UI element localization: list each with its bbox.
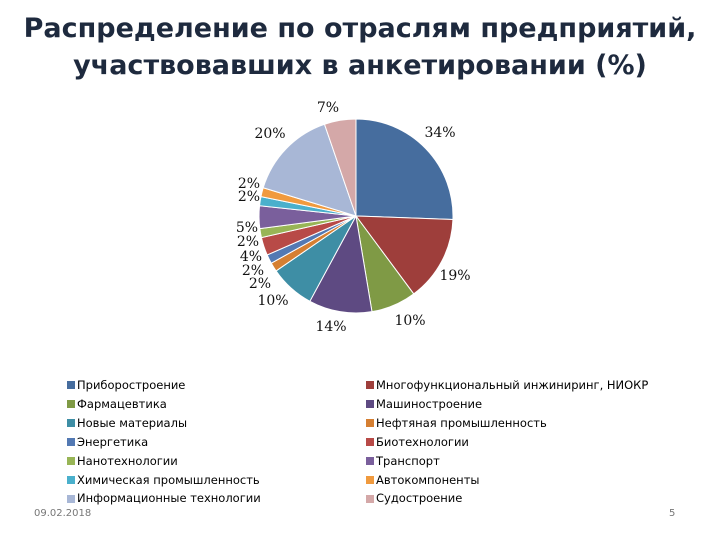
legend-item: Химическая промышленность xyxy=(67,471,261,490)
legend-label: Новые материалы xyxy=(77,415,188,430)
slice-value-label: 10% xyxy=(394,313,425,329)
slice-value-label: 2% xyxy=(249,276,271,292)
legend-item: Автокомпоненты xyxy=(366,471,648,490)
slice-value-label: 2% xyxy=(237,234,259,250)
legend-item: Энергетика xyxy=(67,433,261,452)
legend-item: Новые материалы xyxy=(67,414,261,433)
legend-label: Фармацевтика xyxy=(77,396,167,411)
legend-swatch xyxy=(67,400,75,409)
slice-value-label: 20% xyxy=(254,126,285,142)
slide-title: Распределение по отраслям предприятий, у… xyxy=(0,10,720,84)
slice-value-label: 2% xyxy=(238,189,260,205)
legend-label: Нанотехнологии xyxy=(77,453,178,468)
legend-swatch xyxy=(366,494,374,503)
legend-item: Нанотехнологии xyxy=(67,452,261,471)
pie-slice xyxy=(262,123,357,217)
legend-label: Транспорт xyxy=(376,453,440,468)
legend-label: Приборостроение xyxy=(77,378,186,392)
legend-label: Информационные технологии xyxy=(77,491,261,506)
slice-value-label: 7% xyxy=(317,100,339,116)
slice-value-label: 2% xyxy=(242,263,264,279)
legend-item: Судостроение xyxy=(366,489,648,508)
legend-item: Биотехнологии xyxy=(366,433,648,452)
legend-item: Транспорт xyxy=(366,452,648,471)
legend-label: Машиностроение xyxy=(376,396,483,411)
legend-right-column: Многофункциональный инжиниринг, НИОКР Ма… xyxy=(366,376,648,508)
legend-label: Многофункциональный инжиниринг, НИОКР xyxy=(376,378,649,392)
legend-label: Нефтяная промышленность xyxy=(376,415,547,430)
pie-slice xyxy=(354,215,454,295)
legend-swatch xyxy=(67,419,75,428)
legend-label: Судостроение xyxy=(376,491,463,506)
pie-slice xyxy=(355,118,454,220)
legend-label: Биотехнологии xyxy=(376,434,469,449)
slice-value-label: 10% xyxy=(257,293,288,309)
slide-page-number: 5 xyxy=(669,508,676,519)
legend-item: Фармацевтика xyxy=(67,395,261,414)
slice-value-label: 4% xyxy=(240,249,262,265)
legend-label: Энергетика xyxy=(77,434,149,449)
legend-swatch xyxy=(67,494,75,503)
legend-swatch xyxy=(67,457,75,466)
legend-left-column: Приборостроение Фармацевтика Новые матер… xyxy=(67,376,261,508)
slide-title-line-2: участвовавших в анкетировании (%) xyxy=(73,50,647,81)
slice-value-label: 2% xyxy=(238,176,260,192)
slice-value-label: 5% xyxy=(236,220,258,236)
legend-item: Приборостроение xyxy=(67,376,261,395)
legend-swatch xyxy=(366,457,374,466)
legend-swatch xyxy=(67,381,75,390)
slice-value-label: 19% xyxy=(439,268,470,284)
legend-item: Информационные технологии xyxy=(67,489,261,508)
legend-item: Машиностроение xyxy=(366,395,648,414)
legend-label: Автокомпоненты xyxy=(376,472,480,487)
legend-swatch xyxy=(67,438,75,447)
slice-value-label: 14% xyxy=(315,319,346,335)
legend-item: Многофункциональный инжиниринг, НИОКР xyxy=(366,376,648,395)
legend-label: Химическая промышленность xyxy=(77,472,260,487)
pie-slice xyxy=(323,118,357,217)
slice-value-label: 34% xyxy=(424,125,455,141)
slide-date: 09.02.2018 xyxy=(34,508,92,519)
legend-swatch xyxy=(366,400,374,409)
legend-swatch xyxy=(366,438,374,447)
legend-swatch xyxy=(366,419,374,428)
legend-swatch xyxy=(366,475,374,484)
slide-title-line-1: Распределение по отраслям предприятий, xyxy=(23,13,697,44)
legend-item: Нефтяная промышленность xyxy=(366,414,648,433)
legend-swatch xyxy=(366,381,374,390)
legend-swatch xyxy=(67,475,75,484)
